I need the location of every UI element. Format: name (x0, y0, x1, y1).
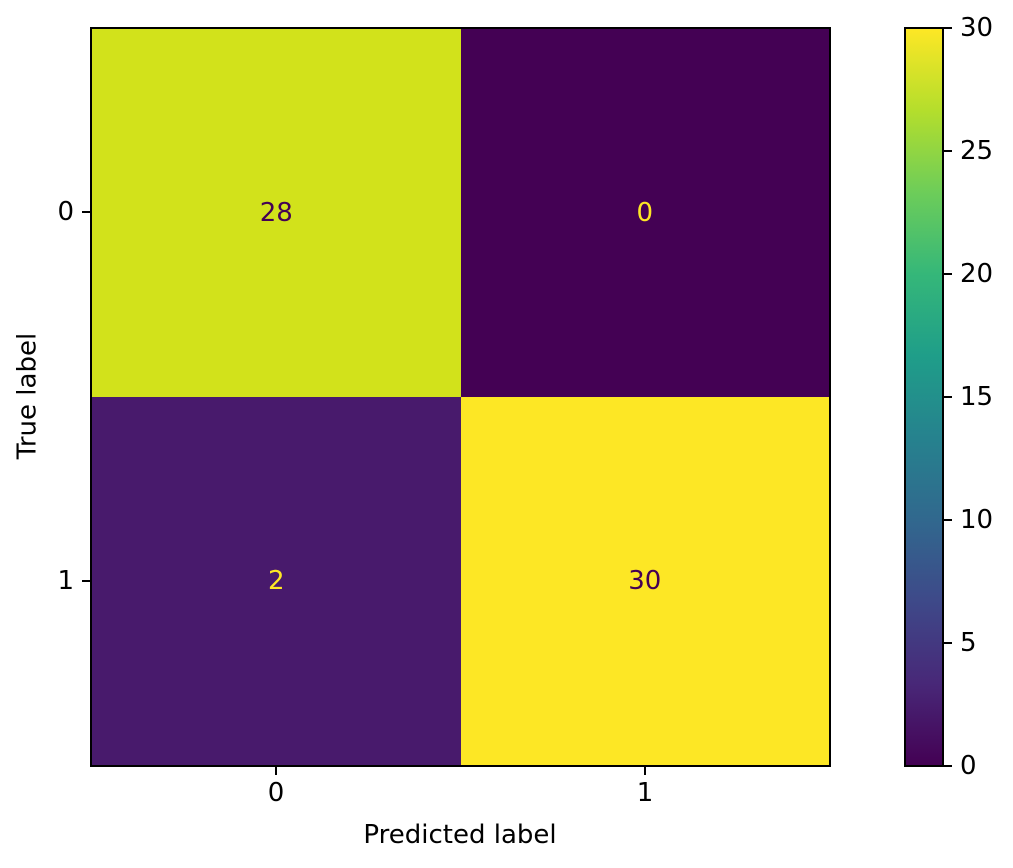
cell-true1-pred0: 2 (92, 397, 461, 765)
cell-true0-pred0: 28 (92, 29, 461, 397)
x-tick-1 (644, 767, 646, 775)
colorbar-tick-label-0: 0 (960, 751, 977, 781)
colorbar-tick-20 (944, 273, 952, 275)
y-tick-0 (82, 211, 90, 213)
colorbar-tick-10 (944, 519, 952, 521)
colorbar-tick-label-15: 15 (960, 382, 994, 412)
heatmap-axes: 28 0 2 30 (90, 27, 831, 767)
colorbar-tick-25 (944, 150, 952, 152)
colorbar-tick-0 (944, 765, 952, 767)
y-axis-label: True label (12, 332, 43, 460)
y-tick-1 (82, 580, 90, 582)
colorbar-tick-15 (944, 396, 952, 398)
colorbar-tick-5 (944, 642, 952, 644)
x-axis-label: Predicted label (363, 820, 557, 850)
x-tick-label-0: 0 (267, 778, 285, 808)
cell-true0-pred1: 0 (460, 29, 829, 397)
x-tick-0 (275, 767, 277, 775)
colorbar-tick-label-20: 20 (960, 259, 994, 289)
y-tick-label-0: 0 (57, 197, 74, 227)
colorbar-gradient (904, 27, 944, 767)
colorbar-tick-label-10: 10 (960, 505, 994, 535)
colorbar-tick-label-25: 25 (960, 136, 994, 166)
y-tick-label-1: 1 (57, 566, 74, 596)
x-tick-label-1: 1 (636, 778, 654, 808)
cell-true1-pred1: 30 (460, 397, 829, 765)
colorbar-tick-30 (944, 27, 952, 29)
colorbar-tick-label-5: 5 (960, 628, 977, 658)
colorbar-tick-label-30: 30 (960, 13, 994, 43)
